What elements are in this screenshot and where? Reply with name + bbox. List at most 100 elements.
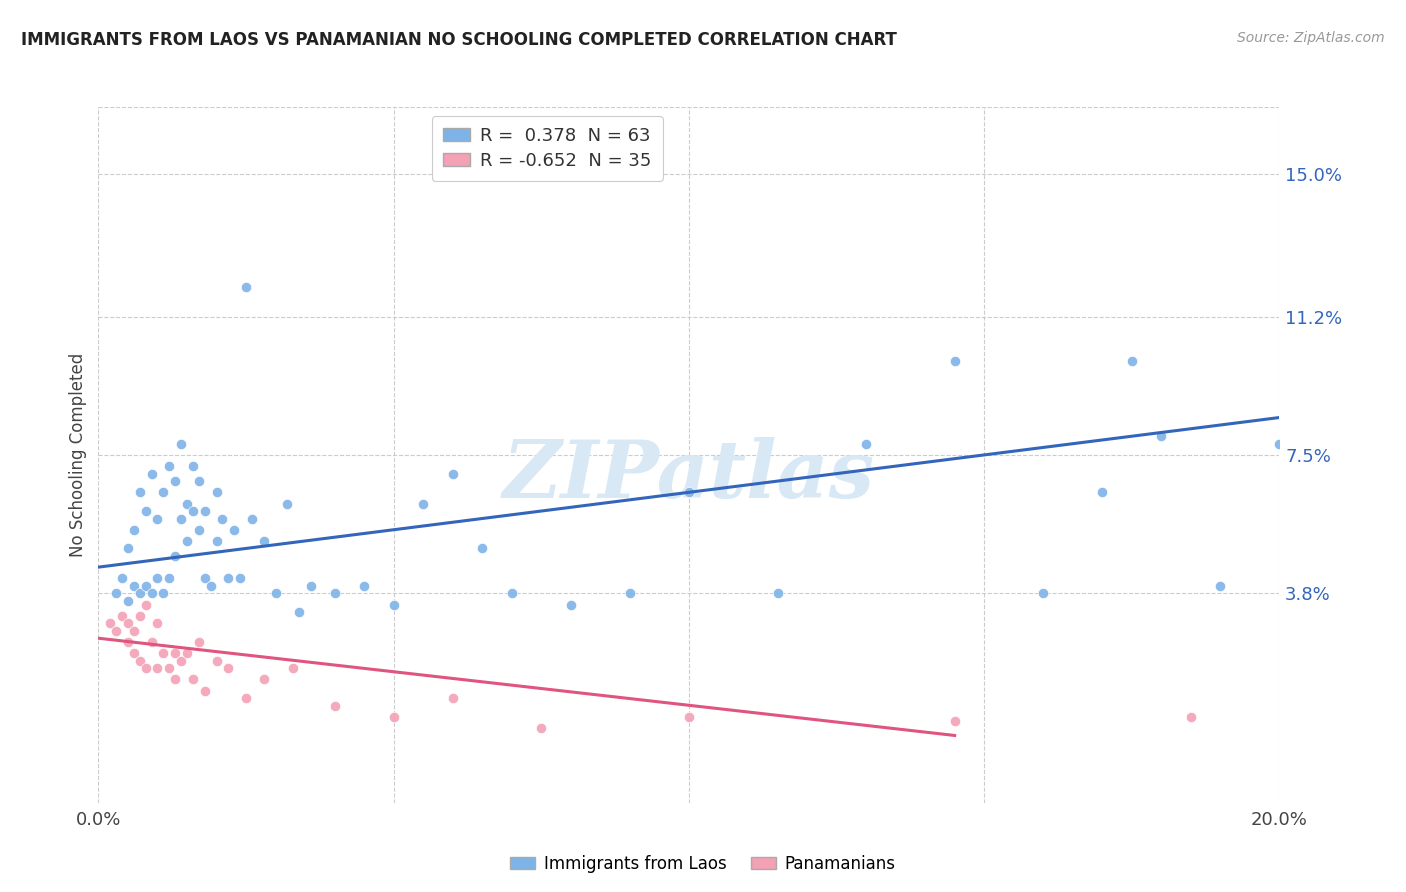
Text: Source: ZipAtlas.com: Source: ZipAtlas.com bbox=[1237, 31, 1385, 45]
Point bbox=[122, 579, 145, 593]
Point bbox=[187, 474, 209, 488]
Point bbox=[170, 436, 193, 450]
Legend: Immigrants from Laos, Panamanians: Immigrants from Laos, Panamanians bbox=[503, 848, 903, 880]
Point bbox=[1268, 436, 1291, 450]
Point bbox=[441, 467, 464, 481]
Point bbox=[382, 598, 405, 612]
Point bbox=[855, 436, 877, 450]
Point bbox=[441, 691, 464, 706]
Point bbox=[194, 571, 217, 585]
Point bbox=[135, 579, 157, 593]
Point bbox=[141, 586, 163, 600]
Point bbox=[122, 523, 145, 537]
Point bbox=[211, 511, 233, 525]
Point bbox=[187, 523, 209, 537]
Point bbox=[205, 485, 228, 500]
Point bbox=[276, 497, 298, 511]
Point bbox=[176, 533, 198, 548]
Point bbox=[229, 571, 252, 585]
Point bbox=[181, 504, 204, 518]
Point bbox=[766, 586, 789, 600]
Point bbox=[1091, 485, 1114, 500]
Point bbox=[299, 579, 322, 593]
Point bbox=[1209, 579, 1232, 593]
Point bbox=[135, 661, 157, 675]
Point bbox=[217, 661, 239, 675]
Point bbox=[176, 497, 198, 511]
Point bbox=[128, 586, 150, 600]
Point bbox=[157, 571, 180, 585]
Point bbox=[122, 624, 145, 638]
Point bbox=[165, 646, 187, 660]
Text: ZIPatlas: ZIPatlas bbox=[503, 437, 875, 515]
Point bbox=[165, 474, 187, 488]
Point bbox=[323, 586, 346, 600]
Point bbox=[117, 541, 139, 556]
Point bbox=[217, 571, 239, 585]
Point bbox=[146, 511, 169, 525]
Point bbox=[111, 608, 134, 623]
Point bbox=[146, 571, 169, 585]
Point bbox=[117, 594, 139, 608]
Point bbox=[1180, 710, 1202, 724]
Point bbox=[943, 354, 966, 368]
Point bbox=[264, 586, 287, 600]
Point bbox=[135, 504, 157, 518]
Point bbox=[105, 624, 128, 638]
Point bbox=[224, 523, 246, 537]
Point bbox=[200, 579, 222, 593]
Point bbox=[560, 598, 582, 612]
Point bbox=[128, 485, 150, 500]
Point bbox=[619, 586, 641, 600]
Point bbox=[1032, 586, 1054, 600]
Point bbox=[253, 533, 276, 548]
Point bbox=[146, 661, 169, 675]
Point bbox=[128, 608, 150, 623]
Y-axis label: No Schooling Completed: No Schooling Completed bbox=[69, 353, 87, 557]
Point bbox=[530, 721, 553, 735]
Point bbox=[152, 485, 174, 500]
Point bbox=[111, 571, 134, 585]
Point bbox=[98, 616, 121, 631]
Point bbox=[323, 698, 346, 713]
Point bbox=[181, 459, 204, 474]
Point bbox=[135, 598, 157, 612]
Point bbox=[353, 579, 375, 593]
Point bbox=[1121, 354, 1143, 368]
Point bbox=[471, 541, 494, 556]
Point bbox=[253, 673, 276, 687]
Text: IMMIGRANTS FROM LAOS VS PANAMANIAN NO SCHOOLING COMPLETED CORRELATION CHART: IMMIGRANTS FROM LAOS VS PANAMANIAN NO SC… bbox=[21, 31, 897, 49]
Point bbox=[105, 586, 128, 600]
Point bbox=[117, 616, 139, 631]
Point bbox=[194, 504, 217, 518]
Point bbox=[1150, 429, 1173, 443]
Point bbox=[170, 654, 193, 668]
Point bbox=[176, 646, 198, 660]
Point bbox=[141, 467, 163, 481]
Point bbox=[187, 635, 209, 649]
Point bbox=[205, 533, 228, 548]
Point bbox=[128, 654, 150, 668]
Point bbox=[205, 654, 228, 668]
Point bbox=[152, 586, 174, 600]
Point bbox=[165, 673, 187, 687]
Point bbox=[194, 683, 217, 698]
Point bbox=[678, 710, 700, 724]
Point bbox=[283, 661, 305, 675]
Point bbox=[117, 635, 139, 649]
Point bbox=[382, 710, 405, 724]
Point bbox=[240, 511, 263, 525]
Point bbox=[501, 586, 523, 600]
Point bbox=[146, 616, 169, 631]
Point bbox=[122, 646, 145, 660]
Point bbox=[152, 646, 174, 660]
Point bbox=[235, 691, 257, 706]
Point bbox=[170, 511, 193, 525]
Point bbox=[678, 485, 700, 500]
Point bbox=[288, 605, 311, 619]
Point bbox=[943, 714, 966, 728]
Point bbox=[141, 635, 163, 649]
Point bbox=[157, 459, 180, 474]
Point bbox=[165, 549, 187, 563]
Point bbox=[157, 661, 180, 675]
